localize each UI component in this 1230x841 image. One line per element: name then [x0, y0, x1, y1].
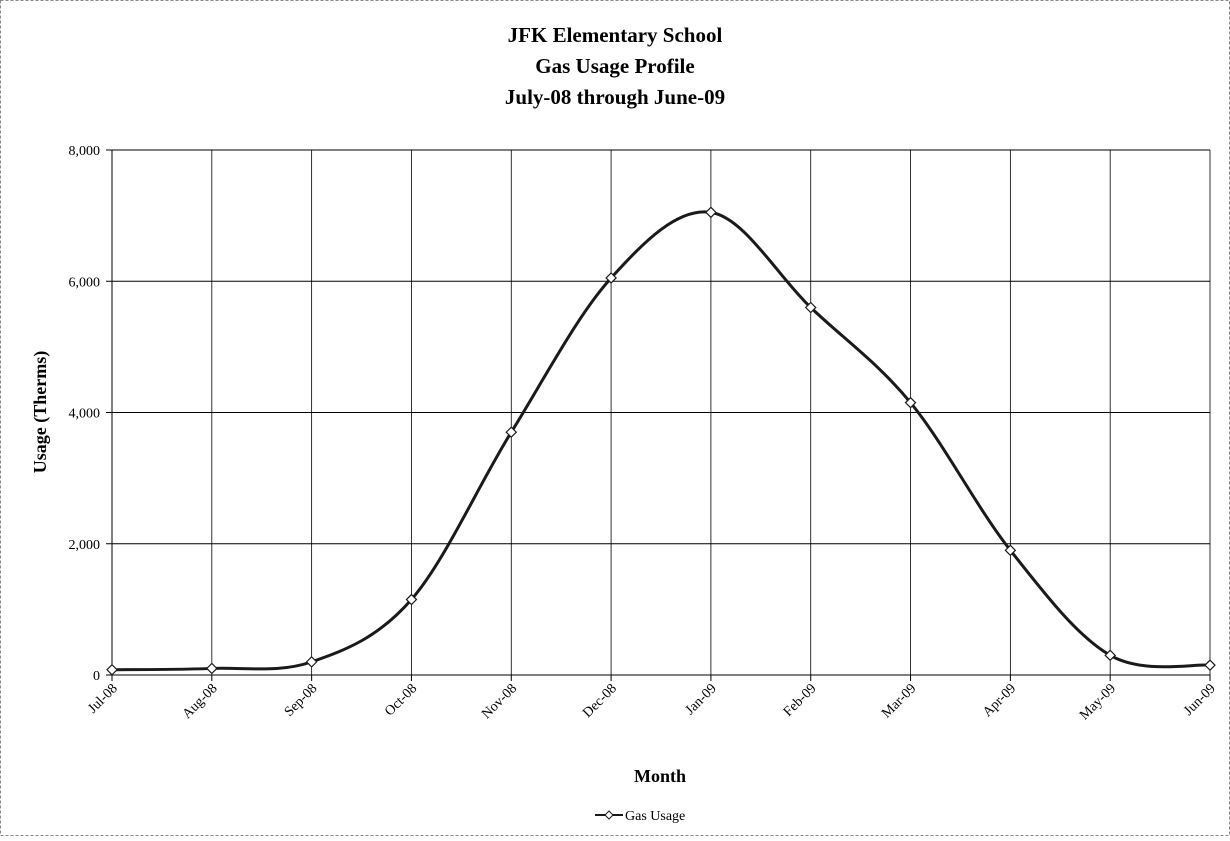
data-point	[106, 663, 118, 676]
y-tick-label: 0	[93, 669, 100, 684]
chart-title: Gas Usage Profile	[535, 54, 694, 78]
data-point	[804, 301, 817, 314]
x-tick-label: Apr-09	[980, 681, 1019, 720]
y-tick-label: 4,000	[69, 407, 101, 422]
x-tick-label: Aug-08	[180, 681, 221, 722]
y-axis-label: Usage (Therms)	[30, 351, 51, 473]
x-tick-label: Jul-08	[85, 681, 120, 716]
x-tick-label: Feb-09	[781, 681, 820, 720]
x-tick-label: Mar-09	[879, 681, 919, 721]
x-tick-label: Dec-08	[580, 681, 620, 721]
x-tick-label: Jun-09	[1181, 681, 1219, 719]
x-tick-label: May-09	[1077, 681, 1119, 723]
data-point	[405, 593, 418, 606]
y-tick-label: 6,000	[69, 275, 101, 290]
x-tick-label: Jan-09	[683, 681, 720, 718]
x-tick-label: Sep-08	[282, 681, 321, 720]
data-point	[1004, 544, 1017, 557]
chart-title: July-08 through June-09	[505, 85, 725, 109]
legend-label: Gas Usage	[625, 809, 685, 824]
y-tick-label: 2,000	[69, 538, 101, 553]
data-point	[705, 206, 717, 219]
data-point	[904, 396, 917, 409]
x-axis-label: Month	[634, 766, 686, 786]
data-point	[1204, 659, 1216, 672]
legend-marker	[604, 810, 614, 820]
chart-title: JFK Elementary School	[508, 23, 723, 47]
x-tick-label: Oct-08	[382, 681, 420, 719]
data-point	[1104, 649, 1117, 662]
data-point	[205, 662, 218, 675]
x-tick-label: Nov-08	[479, 681, 520, 722]
y-tick-label: 8,000	[69, 144, 101, 159]
data-point	[505, 426, 518, 439]
data-point	[305, 656, 318, 668]
data-point	[605, 272, 617, 284]
data-line	[111, 210, 1211, 672]
